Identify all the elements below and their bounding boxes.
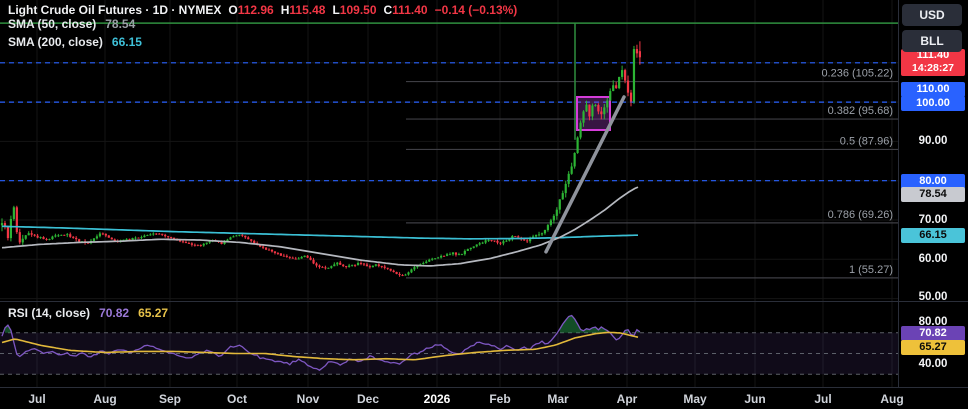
rsi-value: 70.82	[99, 306, 130, 320]
time-axis-month-label: Aug	[880, 392, 904, 406]
sma200-value: 66.15	[111, 35, 142, 49]
price-level-label: 70.82	[901, 325, 965, 341]
rsi-label: RSI (14, close)	[8, 306, 91, 320]
time-axis-month-label: Nov	[296, 392, 320, 406]
close-value: 111.40	[392, 3, 428, 17]
symbol-header[interactable]: Light Crude Oil Futures · 1D · NYMEX O112…	[8, 3, 517, 17]
price-axis-tick: 50.00	[918, 291, 948, 303]
price-level-label: 100.00	[901, 95, 965, 111]
indicator-row-sma50[interactable]: SMA (50, close) 78.54	[8, 17, 135, 31]
price-level-label: 66.15	[901, 227, 965, 243]
price-level-label: 78.54	[901, 186, 965, 202]
price-axis-tick: 80.00	[918, 316, 948, 328]
svg-text:0.236 (105.22): 0.236 (105.22)	[821, 68, 893, 80]
price-axis-tick: 90.00	[918, 135, 948, 147]
high-value: 115.48	[289, 3, 326, 17]
time-axis-month-label: May	[683, 392, 707, 406]
open-label: O	[228, 3, 238, 17]
price-level-label: 65.27	[901, 339, 965, 355]
sma50-label: SMA (50, close)	[8, 17, 97, 31]
current-price-label: 111.40 14:28:27	[901, 49, 965, 76]
sma50-value: 78.54	[105, 17, 136, 31]
symbol-title[interactable]: Light Crude Oil Futures · 1D · NYMEX	[8, 3, 222, 17]
indicator-row-sma200[interactable]: SMA (200, close) 66.15	[8, 35, 142, 49]
axis-unit-buttons: USD BLL	[902, 4, 962, 56]
price-axis-tick: 40.00	[918, 358, 948, 370]
time-axis-month-label: Apr	[616, 392, 638, 406]
time-axis-month-label: Aug	[93, 392, 117, 406]
countdown-timer: 14:28:27	[911, 62, 955, 74]
svg-text:0.786 (69.26): 0.786 (69.26)	[828, 209, 893, 221]
svg-text:0.5 (87.96): 0.5 (87.96)	[840, 135, 893, 147]
time-axis-month-label: Feb	[489, 392, 511, 406]
sma200-label: SMA (200, close)	[8, 35, 103, 49]
time-axis-year-label: 2026	[423, 392, 451, 406]
price-axis[interactable]: 111.40 14:28:27 110.00 100.00 90.00 80.00 78.5…	[899, 0, 968, 387]
price-level-label: 110.00	[901, 81, 965, 97]
close-label: C	[383, 3, 393, 17]
time-axis-month-label: Jul	[28, 392, 46, 406]
rsi-ma-value: 65.27	[138, 306, 169, 320]
price-axis-tick: 60.00	[918, 253, 948, 265]
time-axis-month-label: Mar	[547, 392, 569, 406]
time-axis-month-label: Sep	[158, 392, 182, 406]
price-axis-tick: 70.00	[918, 214, 948, 226]
time-axis-month-label: Jul	[814, 392, 832, 406]
low-label: L	[332, 3, 340, 17]
time-axis-month-label: Jun	[744, 392, 766, 406]
currency-button[interactable]: USD	[902, 4, 962, 26]
time-axis-month-label: Dec	[356, 392, 380, 406]
change-value: −0.14 (−0.13%)	[434, 3, 518, 17]
price-level-label: 80.00	[901, 173, 965, 189]
open-value: 112.96	[237, 3, 274, 17]
time-axis[interactable]: Jul Aug Sep Oct Nov Dec 2026 Feb Mar Apr May Jun Jul…	[0, 388, 968, 409]
time-axis-month-label: Oct	[226, 392, 248, 406]
svg-text:1 (55.27): 1 (55.27)	[849, 264, 893, 276]
svg-text:0.382 (95.68): 0.382 (95.68)	[828, 105, 893, 117]
unit-button[interactable]: BLL	[902, 30, 962, 52]
high-label: H	[280, 3, 290, 17]
low-value: 109.50	[339, 3, 377, 17]
indicator-row-rsi[interactable]: RSI (14, close) 70.82 65.27	[8, 306, 168, 320]
